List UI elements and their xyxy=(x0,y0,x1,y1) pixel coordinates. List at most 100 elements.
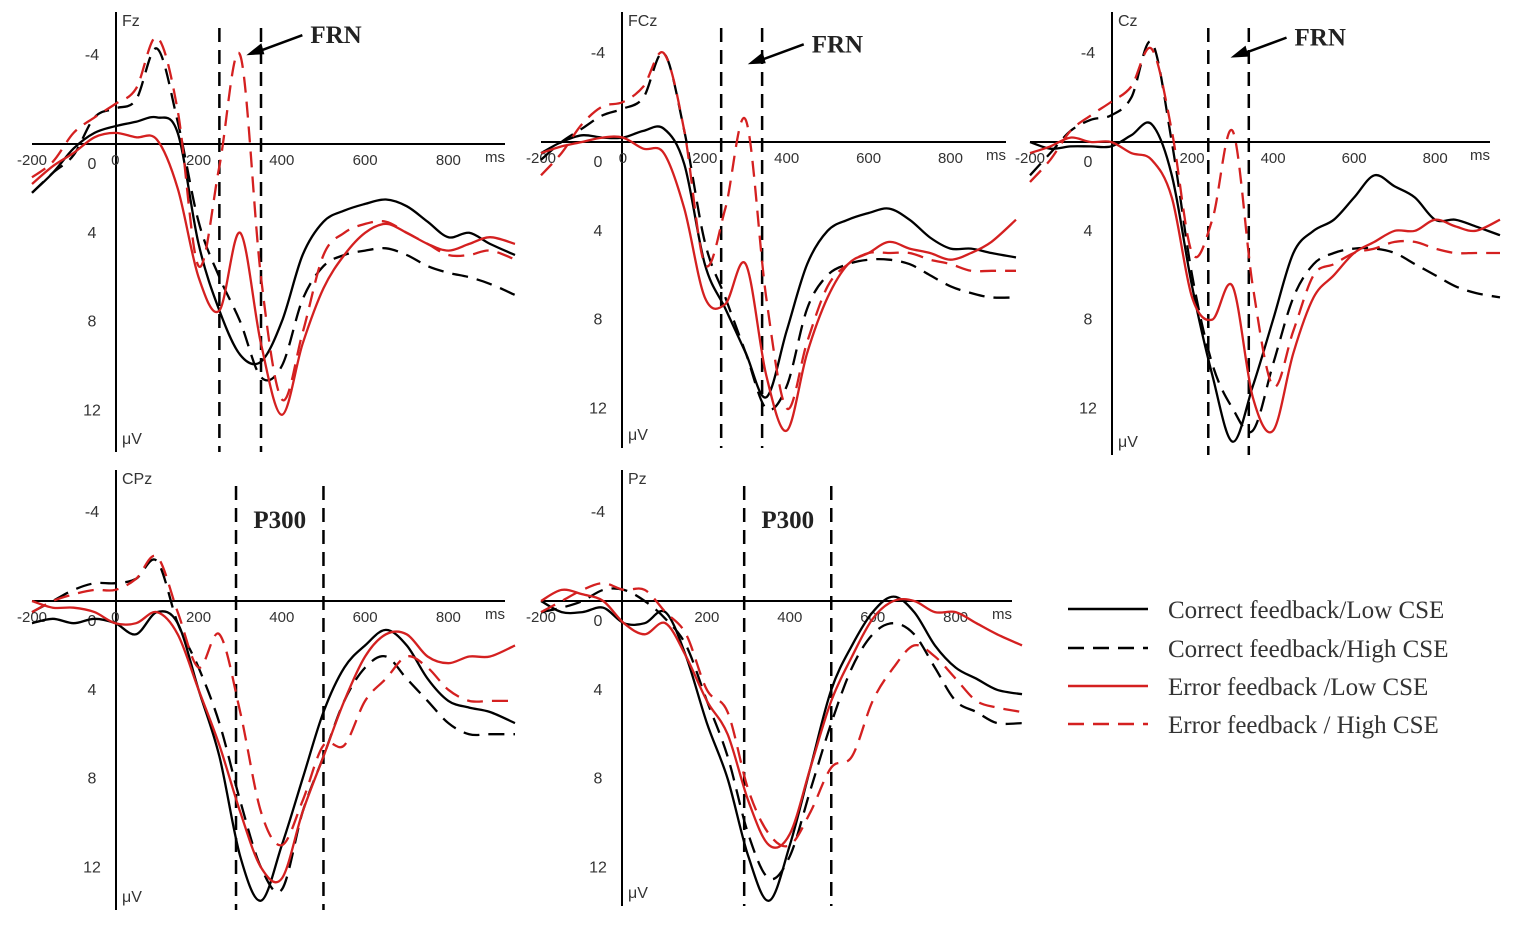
y-tick-label: 0 xyxy=(88,156,97,173)
series-line-3 xyxy=(540,588,1023,849)
x-tick-label: 800 xyxy=(943,609,968,626)
y-tick-label: 4 xyxy=(88,225,97,242)
x-tick-label: 200 xyxy=(692,150,717,167)
series-line-3 xyxy=(540,135,1017,432)
x-tick-label: 200 xyxy=(186,152,211,169)
x-tick-label: 600 xyxy=(353,152,378,169)
x-tick-label: 600 xyxy=(1342,150,1367,167)
component-label: P300 xyxy=(761,507,814,534)
x-tick-label: 200 xyxy=(186,609,211,626)
legend-entry-correct-high: Correct feedback/High CSE xyxy=(1068,636,1448,663)
x-tick-label: 600 xyxy=(856,150,881,167)
x-unit-label: ms xyxy=(1470,147,1490,164)
legend-entry-error-high: Error feedback / High CSE xyxy=(1068,712,1439,739)
legend: Correct feedback/Low CSE Correct feedbac… xyxy=(1068,597,1448,739)
x-tick-label: 800 xyxy=(436,152,461,169)
x-tick-label: -200 xyxy=(1015,150,1045,167)
y-tick-label: -4 xyxy=(591,504,605,521)
legend-label: Correct feedback/High CSE xyxy=(1168,636,1448,663)
x-tick-label: -200 xyxy=(17,152,47,169)
series-line-1 xyxy=(31,115,516,366)
y-tick-label: -4 xyxy=(591,45,605,62)
series-line-1 xyxy=(540,595,1023,902)
x-tick-label: 800 xyxy=(938,150,963,167)
x-tick-label: 400 xyxy=(777,609,802,626)
y-tick-label: 8 xyxy=(1084,312,1093,329)
y-tick-label: 0 xyxy=(594,613,603,630)
x-tick-label: 200 xyxy=(694,609,719,626)
panel-cz: -200 200 400 600 800 ms -4 0 4 8 12 μV Cz FRN xyxy=(1015,12,1501,455)
y-unit-label: μV xyxy=(122,431,142,448)
series-line-3 xyxy=(31,599,516,884)
x-tick-label: 600 xyxy=(353,609,378,626)
series-line-2 xyxy=(540,51,1017,411)
x-tick-label: 0 xyxy=(111,609,119,626)
x-unit-label: ms xyxy=(992,606,1012,623)
y-tick-label: 12 xyxy=(83,859,101,876)
y-tick-label: 0 xyxy=(88,613,97,630)
x-tick-label: 400 xyxy=(774,150,799,167)
y-tick-label: 12 xyxy=(83,402,101,419)
x-tick-label: 800 xyxy=(1423,150,1448,167)
y-tick-label: 8 xyxy=(88,771,97,788)
y-tick-label: 4 xyxy=(1084,223,1093,240)
x-tick-label: 200 xyxy=(1180,150,1205,167)
component-label: FRN xyxy=(1295,25,1346,52)
legend-entry-error-low: Error feedback /Low CSE xyxy=(1068,674,1428,701)
series-line-4 xyxy=(540,51,1016,411)
y-tick-label: 12 xyxy=(1079,400,1097,417)
x-tick-label: 800 xyxy=(436,609,461,626)
x-unit-label: ms xyxy=(485,606,505,623)
y-tick-label: 4 xyxy=(594,682,603,699)
y-tick-label: -4 xyxy=(85,47,99,64)
y-unit-label: μV xyxy=(122,889,142,906)
x-tick-label: 400 xyxy=(269,609,294,626)
legend-label: Error feedback /Low CSE xyxy=(1168,674,1428,701)
series-line-4 xyxy=(540,582,1023,848)
y-unit-label: μV xyxy=(1118,434,1138,451)
y-tick-label: -4 xyxy=(85,504,99,521)
y-tick-label: 12 xyxy=(589,859,607,876)
x-tick-label: 400 xyxy=(1261,150,1286,167)
series-line-1 xyxy=(1029,121,1501,443)
x-unit-label: ms xyxy=(485,149,505,166)
y-tick-label: -4 xyxy=(1081,45,1095,62)
y-unit-label: μV xyxy=(628,427,648,444)
component-label: FRN xyxy=(812,31,863,58)
frn-arrow-shaft xyxy=(757,43,805,63)
y-tick-label: 4 xyxy=(594,223,603,240)
series-line-2 xyxy=(1029,40,1501,434)
y-tick-label: 12 xyxy=(589,400,607,417)
x-unit-label: ms xyxy=(986,147,1006,164)
y-tick-label: 8 xyxy=(88,314,97,331)
frn-arrow-head xyxy=(1230,45,1249,58)
series-line-3 xyxy=(1029,136,1501,434)
y-tick-label: 8 xyxy=(594,312,603,329)
frn-arrow-shaft xyxy=(1240,36,1287,56)
electrode-label: Cz xyxy=(1118,13,1138,30)
x-tick-label: 0 xyxy=(111,152,119,169)
component-label: FRN xyxy=(310,22,361,49)
series-line-1 xyxy=(31,610,516,902)
series-line-4 xyxy=(31,554,515,847)
frn-arrow-head xyxy=(246,43,265,56)
panel-fz: -200 0 200 400 600 800 ms -4 0 4 8 12 μV Fz FRN xyxy=(17,12,516,452)
y-unit-label: μV xyxy=(628,885,648,902)
y-tick-label: 0 xyxy=(1084,154,1093,171)
legend-label: Error feedback / High CSE xyxy=(1168,712,1439,739)
x-tick-label: 400 xyxy=(269,152,294,169)
y-tick-label: 8 xyxy=(594,771,603,788)
series-line-4 xyxy=(31,36,516,402)
electrode-label: CPz xyxy=(122,471,152,488)
series-line-2 xyxy=(31,47,516,382)
series-line-4 xyxy=(1029,46,1500,389)
x-tick-label: -200 xyxy=(526,609,556,626)
legend-label: Correct feedback/Low CSE xyxy=(1168,597,1444,624)
frn-arrow-head xyxy=(747,52,766,65)
component-label: P300 xyxy=(253,507,306,534)
series-line-2 xyxy=(31,558,515,894)
